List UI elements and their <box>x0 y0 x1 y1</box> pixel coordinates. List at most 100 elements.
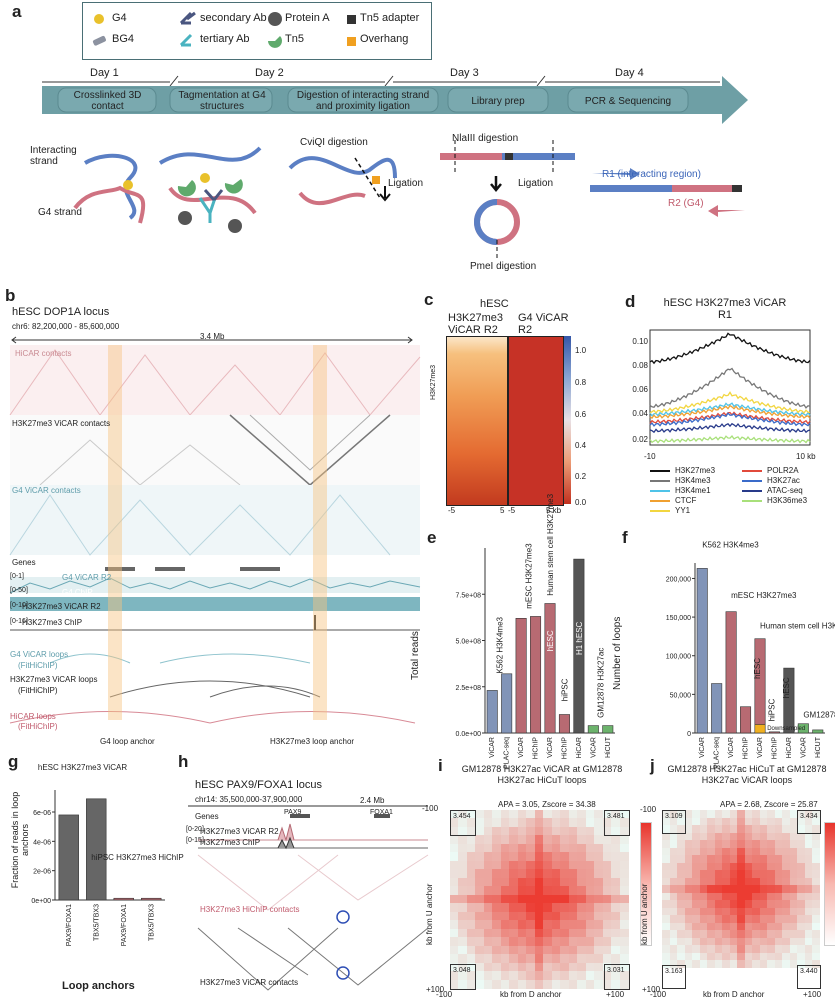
b-coords: chr6: 82,200,000 - 85,600,000 <box>12 322 120 331</box>
apa-cell <box>684 870 693 879</box>
apa-cell <box>466 928 476 938</box>
apa-cell <box>804 945 813 954</box>
apa-cell <box>492 852 502 862</box>
apa-cell <box>619 962 629 972</box>
apa-cell <box>475 937 485 947</box>
apa-cell <box>707 952 716 961</box>
label-ligation-1: Ligation <box>388 178 424 189</box>
apa-cell <box>744 885 753 894</box>
apa-cell <box>577 869 587 879</box>
apa-cell <box>594 818 604 828</box>
legend-secondary-ab: secondary Ab <box>200 12 267 24</box>
apa-cell <box>782 817 791 826</box>
d-series-h3k36me3 <box>649 434 811 444</box>
apa-cell <box>737 870 746 879</box>
apa-cell <box>797 825 806 834</box>
apa-cell <box>662 840 670 849</box>
apa-cell <box>782 862 791 871</box>
apa-cell <box>729 907 738 916</box>
j-ylabel: kb from U anchor <box>640 883 649 945</box>
g-ytick-3: 6e-06 <box>33 810 51 817</box>
apa-cell <box>752 960 761 969</box>
apa-cell <box>662 900 670 909</box>
apa-cell <box>677 840 686 849</box>
apa-cell <box>526 835 536 845</box>
apa-cell <box>752 915 761 924</box>
apa-cell <box>669 960 678 969</box>
apa-cell <box>585 971 595 981</box>
apa-cell <box>509 937 519 947</box>
apa-cell <box>526 818 536 828</box>
apa-cell <box>577 826 587 836</box>
apa-cell <box>804 840 813 849</box>
workflow-schematic <box>73 140 745 258</box>
apa-cell <box>517 894 527 904</box>
apa-cell <box>594 962 604 972</box>
apa-cell <box>475 894 485 904</box>
apa-cell <box>543 826 553 836</box>
i-ytick-bottom: +100 <box>426 985 445 994</box>
apa-cell <box>729 952 738 961</box>
apa-cell <box>611 843 621 853</box>
apa-cell <box>707 817 716 826</box>
apa-cell <box>534 971 544 981</box>
apa-cell <box>684 855 693 864</box>
apa-cell <box>797 855 806 864</box>
apa-cell <box>500 971 510 981</box>
apa-cell <box>774 937 783 946</box>
apa-cell <box>543 903 553 913</box>
apa-cell <box>774 832 783 841</box>
f-downsampled-bar <box>754 724 766 734</box>
apa-cell <box>684 840 693 849</box>
apa-cell <box>692 817 701 826</box>
apa-cell <box>767 960 776 969</box>
apa-cell <box>450 937 459 947</box>
apa-cell <box>669 855 678 864</box>
apa-cell <box>707 915 716 924</box>
apa-cell <box>492 903 502 913</box>
apa-cell <box>759 847 768 856</box>
apa-cell <box>577 911 587 921</box>
apa-cell <box>551 835 561 845</box>
apa-cell <box>714 832 723 841</box>
apa-cell <box>602 877 612 887</box>
apa-cell <box>699 877 708 886</box>
apa-cell <box>492 886 502 896</box>
apa-cell <box>789 832 798 841</box>
d-series-yy1 <box>649 391 811 415</box>
apa-cell <box>759 937 768 946</box>
apa-cell <box>450 835 459 845</box>
apa-cell <box>568 869 578 879</box>
apa-cell <box>662 945 670 954</box>
apa-cell <box>797 945 806 954</box>
g-ytick-2: 4e-06 <box>33 839 51 846</box>
apa-cell <box>744 817 753 826</box>
apa-cell <box>707 937 716 946</box>
f-bar-1 <box>711 683 723 734</box>
apa-cell <box>619 843 629 853</box>
apa-cell <box>492 979 502 989</box>
apa-cell <box>611 852 621 862</box>
apa-cell <box>684 937 693 946</box>
apa-cell <box>714 900 723 909</box>
f-xtick-8: HiCUT <box>815 736 822 758</box>
apa-cell <box>714 907 723 916</box>
apa-cell <box>789 847 798 856</box>
apa-cell <box>577 818 587 828</box>
apa-cell <box>568 954 578 964</box>
apa-cell <box>722 937 731 946</box>
apa-cell <box>714 937 723 946</box>
apa-cell <box>475 979 485 989</box>
step-crosslinked: Crosslinked 3D contact <box>73 90 142 112</box>
apa-cell <box>714 930 723 939</box>
apa-cell <box>568 920 578 930</box>
apa-cell <box>619 979 629 989</box>
d-ytick-0.04: 0.04 <box>632 409 648 418</box>
apa-cell <box>594 852 604 862</box>
apa-cell <box>729 900 738 909</box>
apa-cell <box>500 911 510 921</box>
apa-cell <box>585 852 595 862</box>
apa-cell <box>585 818 595 828</box>
apa-cell <box>744 915 753 924</box>
apa-cell <box>684 900 693 909</box>
